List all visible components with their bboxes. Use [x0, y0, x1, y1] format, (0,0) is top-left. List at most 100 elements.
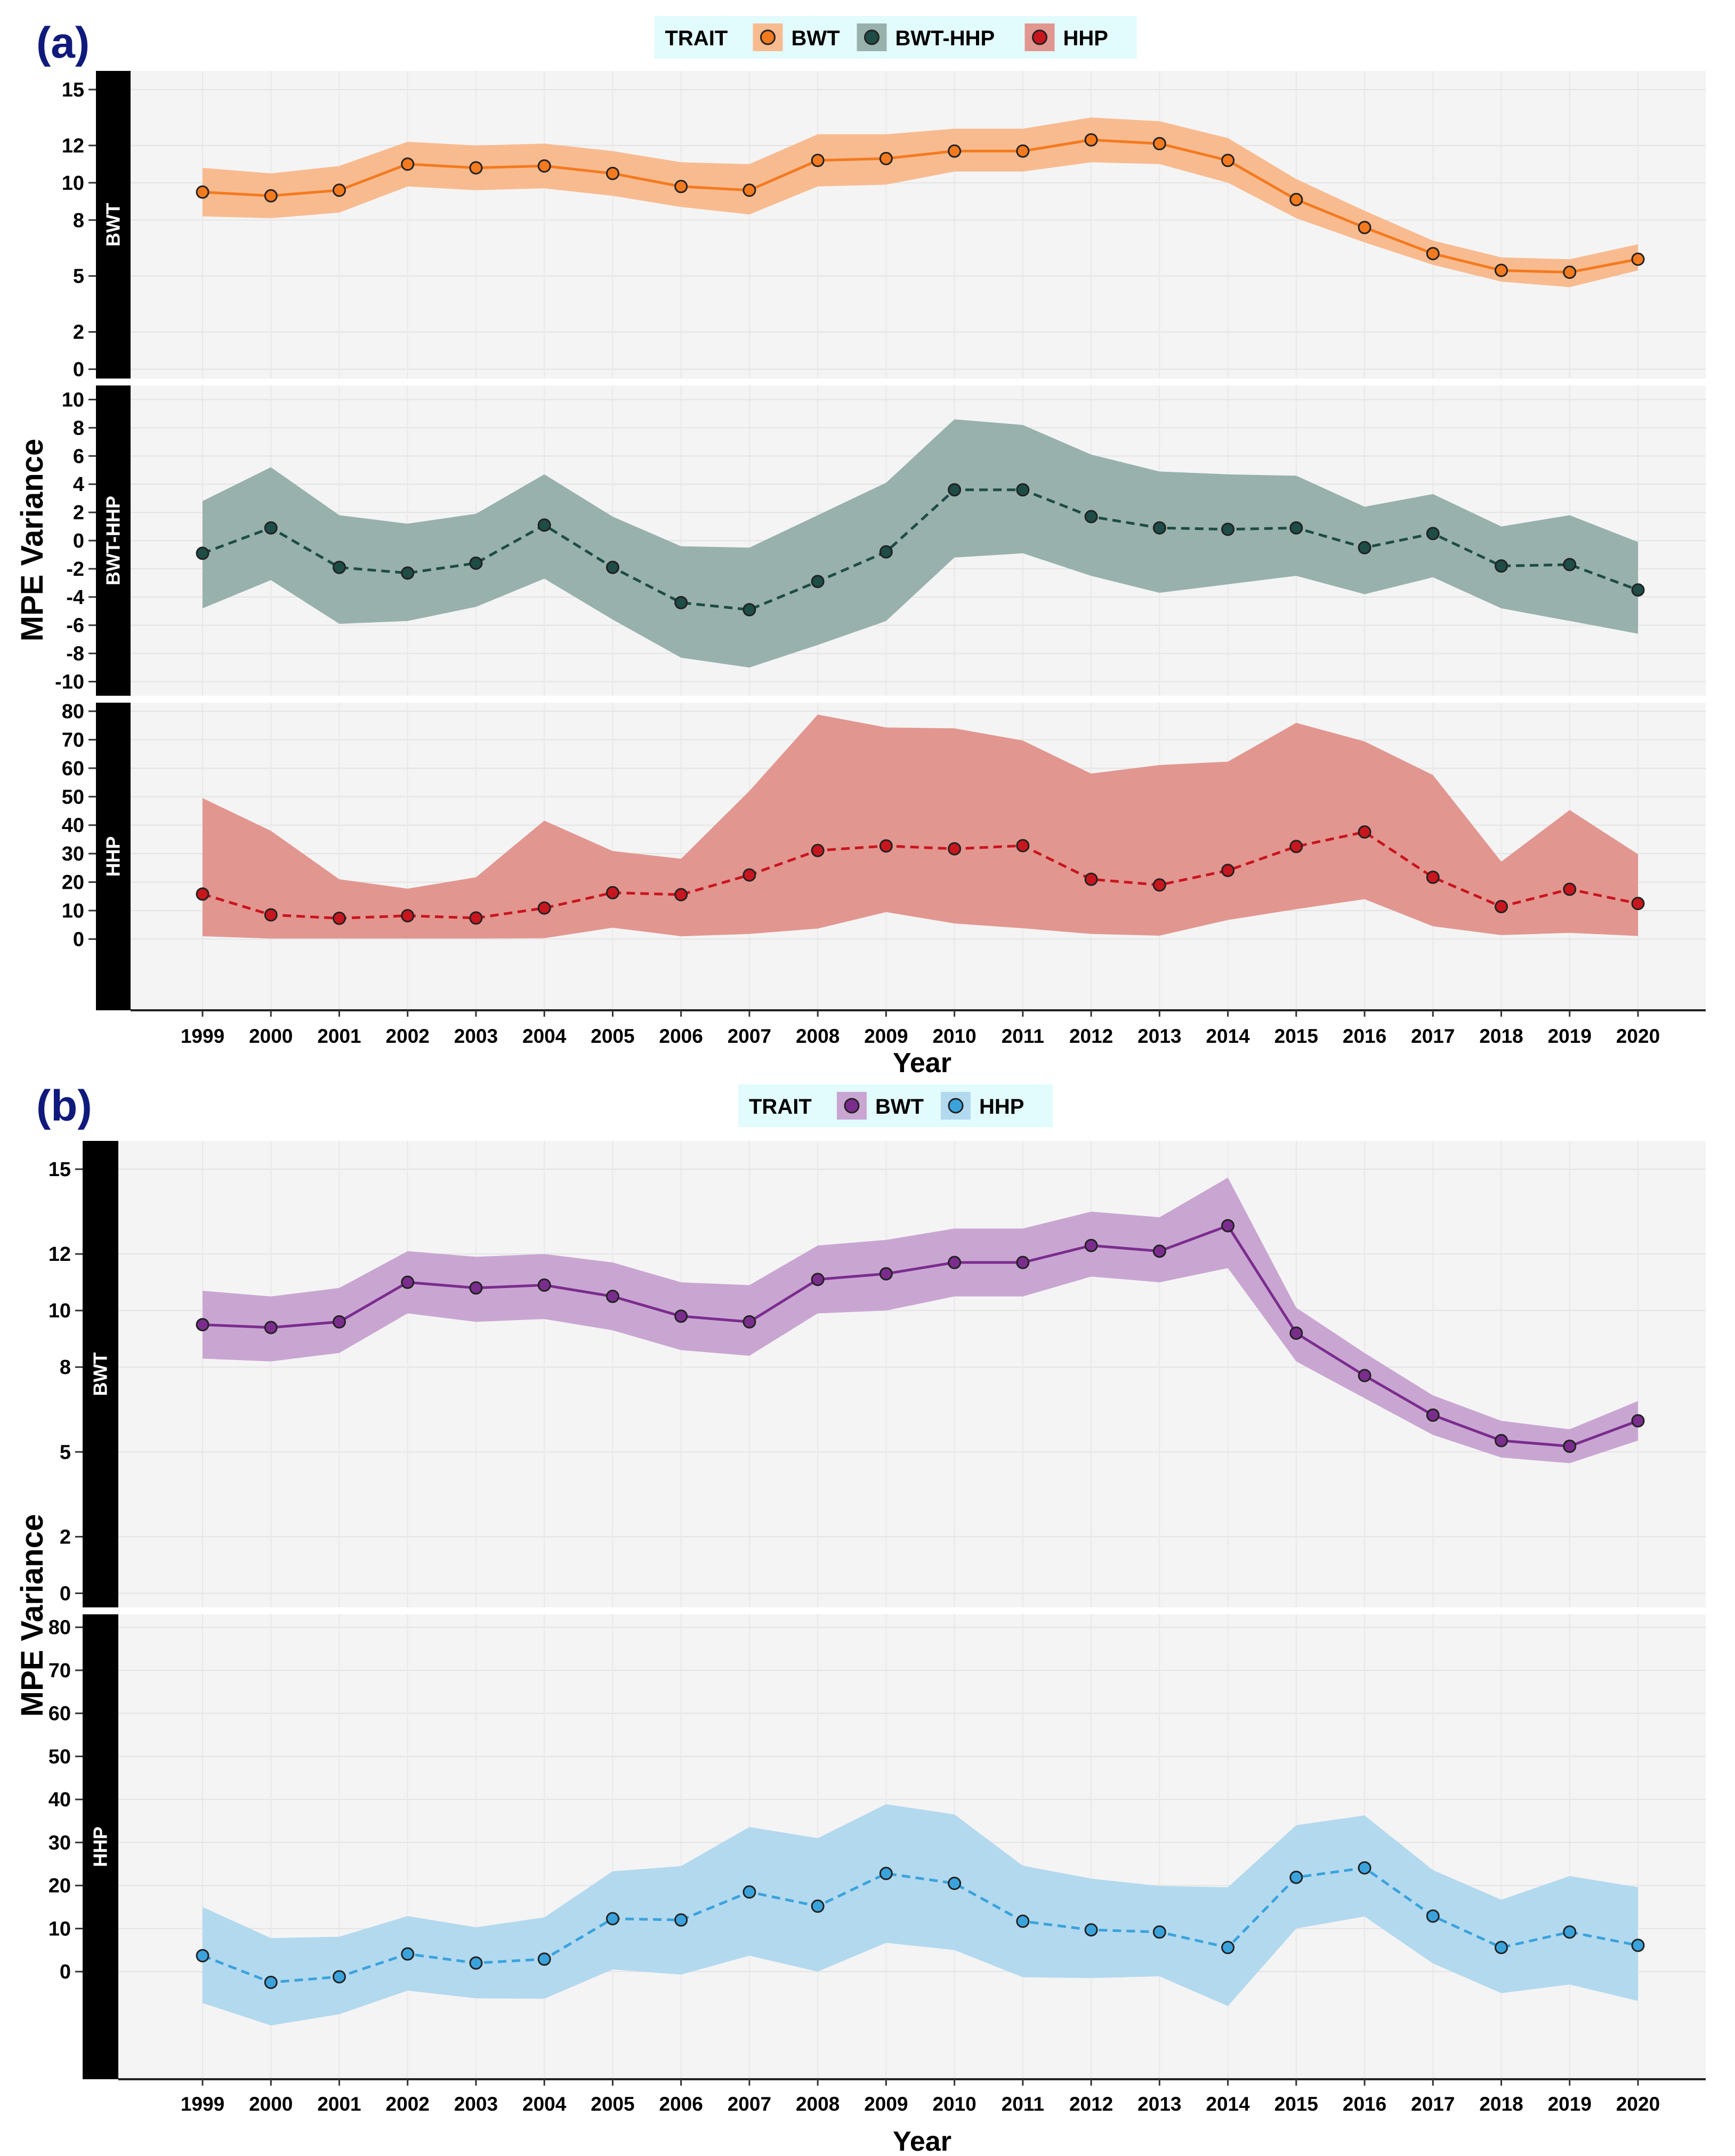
data-point-bwt [879, 1267, 893, 1281]
x-tick-label: 2019 [1548, 1025, 1592, 1047]
confidence-band-hhp [203, 714, 1638, 939]
x-axis-label-a: Year [893, 1048, 951, 1079]
data-point-bwt [401, 1275, 415, 1289]
facet-strip-label: BWT [102, 203, 124, 247]
data-point-bwt-hhp [1631, 583, 1645, 597]
data-point-bwt [948, 144, 962, 158]
data-point-bwt [537, 159, 551, 173]
data-point-hhp [811, 1899, 825, 1913]
data-point-hhp [606, 1912, 619, 1926]
y-tick-label: 70 [62, 729, 84, 751]
data-point-bwt-hhp [1152, 521, 1166, 535]
data-point-bwt-hhp [674, 596, 688, 609]
y-tick-label: 8 [73, 210, 84, 232]
x-tick-label: 2006 [659, 1025, 703, 1047]
confidence-band-bwt [203, 117, 1638, 287]
data-point-bwt-hhp [196, 546, 209, 560]
data-point-bwt [811, 1273, 825, 1286]
y-tick-label: 60 [49, 1703, 71, 1725]
x-tick-label: 2019 [1548, 2093, 1592, 2115]
data-point-bwt [537, 1278, 551, 1292]
data-point-bwt [332, 1315, 346, 1329]
y-tick-label: -6 [66, 615, 84, 637]
data-point-bwt [606, 1290, 619, 1304]
series-line-hhp [202, 1866, 1639, 1984]
legend-label-bwt-hhp: BWT-HHP [895, 27, 995, 50]
facet-background [131, 71, 1706, 379]
legend-marker-bwt [760, 29, 776, 45]
facet-bwt-hhp: BWT-HHP -10 -8 -6 -4 -2 0 2 4 6 8 10 [55, 385, 1706, 696]
series-line-bwt [202, 138, 1639, 274]
x-tick-label: 2002 [386, 2093, 430, 2115]
data-point-bwt [1016, 144, 1030, 158]
data-point-hhp [332, 1970, 346, 1984]
data-point-hhp [332, 911, 346, 925]
x-tick-label: 2013 [1137, 2093, 1181, 2115]
data-point-bwt [1152, 136, 1166, 150]
x-tick-label: 1999 [181, 1025, 224, 1047]
x-tick-label: 2002 [386, 1025, 430, 1047]
panel-b-label: (b) [36, 1082, 92, 1130]
x-axis-label-b: Year [893, 2126, 951, 2156]
data-point-bwt [1289, 1326, 1303, 1340]
data-point-bwt-hhp [879, 545, 893, 559]
data-point-bwt [1426, 247, 1440, 261]
data-point-bwt-hhp [401, 566, 415, 580]
data-point-hhp [1084, 1923, 1098, 1937]
facet-hhp: HHP 0 10 20 30 40 50 60 70 80 [62, 701, 1706, 1010]
data-point-bwt-hhp [811, 575, 825, 589]
x-tick-label: 2000 [249, 2093, 293, 2115]
y-tick-label: 20 [49, 1875, 71, 1897]
data-point-hhp [537, 1952, 551, 1966]
data-point-bwt-hhp [743, 603, 756, 617]
facet-hhp: HHP 0 10 20 30 40 50 60 70 80 [49, 1614, 1706, 2079]
data-point-bwt-hhp [1495, 559, 1508, 573]
data-point-hhp [1084, 872, 1098, 886]
y-tick-label: 10 [62, 389, 84, 411]
data-point-bwt [811, 154, 825, 167]
data-point-hhp [1016, 839, 1030, 852]
x-tick-label: 2016 [1343, 1025, 1386, 1047]
x-tick-label: 2015 [1274, 2093, 1318, 2115]
x-tick-label: 1999 [181, 2093, 224, 2115]
x-tick-label: 2009 [864, 2093, 908, 2115]
data-point-bwt [879, 151, 893, 165]
data-point-hhp [1016, 1914, 1030, 1928]
data-point-bwt [1289, 192, 1303, 206]
legend-label-hhp: HHP [1063, 27, 1108, 50]
x-tick-label: 2017 [1411, 2093, 1455, 2115]
x-tick-label: 2004 [522, 2093, 567, 2115]
data-point-bwt [1084, 1238, 1098, 1252]
y-tick-label: 15 [62, 79, 84, 101]
data-point-hhp [1563, 882, 1577, 896]
y-tick-label: 15 [49, 1159, 71, 1181]
series-line-bwt [202, 1224, 1639, 1448]
data-point-bwt [1221, 1219, 1235, 1233]
data-point-bwt [264, 189, 278, 203]
data-point-hhp [1358, 1861, 1371, 1875]
data-point-hhp [264, 1975, 278, 1989]
x-tick-label: 2011 [1002, 1025, 1044, 1047]
data-point-hhp [1495, 900, 1508, 914]
data-point-bwt-hhp [537, 518, 551, 532]
y-tick-label: -4 [66, 586, 84, 609]
x-tick-label: 2007 [728, 2093, 771, 2115]
y-tick-label: 2 [60, 1526, 71, 1548]
legend-marker-hhp [1032, 29, 1047, 45]
data-point-hhp [1358, 825, 1371, 839]
data-point-bwt [1495, 263, 1508, 277]
y-tick-label: 5 [73, 266, 84, 288]
data-point-hhp [674, 888, 688, 902]
y-tick-label: -10 [55, 671, 84, 694]
facet-strip [83, 1141, 118, 1607]
data-point-hhp [264, 908, 278, 922]
data-point-bwt [196, 185, 209, 199]
x-tick-label: 2006 [659, 2093, 703, 2115]
legend-title: TRAIT [665, 27, 728, 50]
data-point-bwt [1631, 252, 1645, 266]
y-tick-label: 4 [73, 473, 84, 496]
data-point-bwt [606, 166, 619, 180]
y-tick-label: 0 [73, 530, 84, 552]
facet-strip-label: HHP [102, 836, 124, 876]
